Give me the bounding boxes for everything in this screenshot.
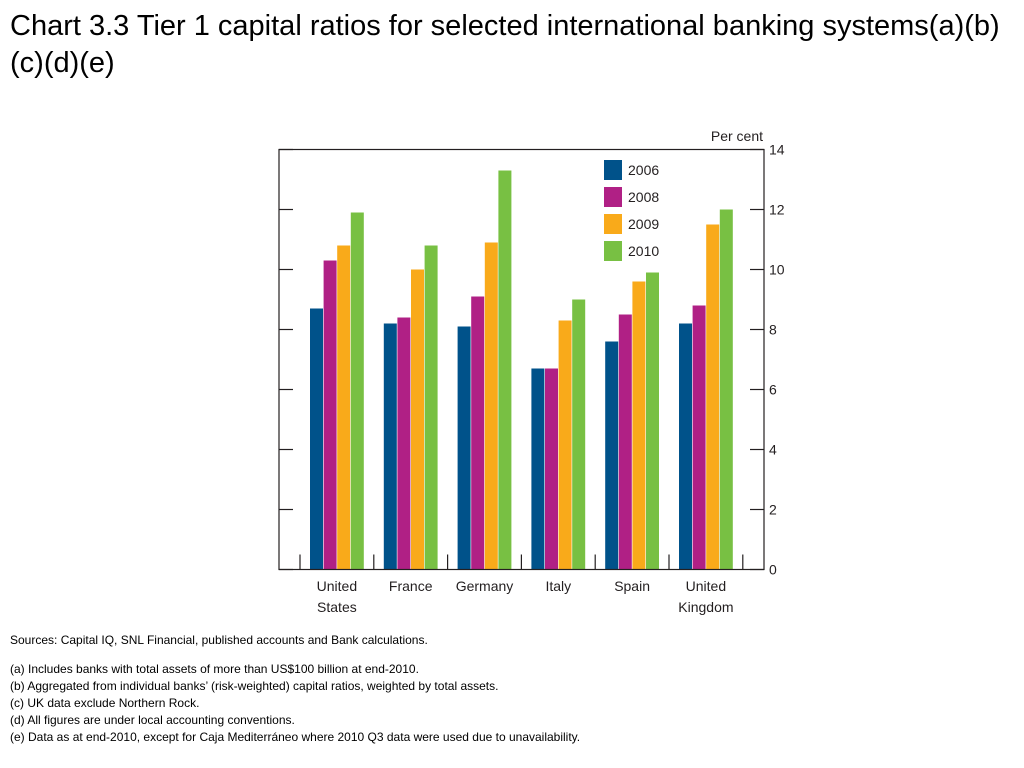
bar-2008-0 bbox=[323, 260, 337, 570]
y-tick-label-2: 2 bbox=[769, 502, 777, 518]
y-tick-label-8: 8 bbox=[769, 322, 777, 338]
bar-2006-4 bbox=[605, 341, 619, 570]
bars-group bbox=[310, 170, 733, 570]
footnote-b: (b) Aggregated from individual banks’ (r… bbox=[10, 679, 499, 693]
bar-2008-5 bbox=[692, 305, 706, 570]
bar-2010-3 bbox=[572, 299, 586, 570]
y-axis-label: Per cent bbox=[711, 128, 763, 144]
bar-2006-5 bbox=[679, 323, 692, 570]
x-tick-label-5-0: United bbox=[686, 578, 726, 594]
legend: 2006 2008 2009 2010 bbox=[604, 160, 659, 261]
y-tick-label-12: 12 bbox=[769, 202, 785, 218]
legend-label-2009: 2009 bbox=[628, 216, 659, 232]
y-tick-label-14: 14 bbox=[769, 142, 785, 158]
legend-swatch-2008 bbox=[604, 187, 622, 207]
x-tick-label-2-0: Germany bbox=[456, 578, 514, 594]
x-tick-label-0-0: United bbox=[317, 578, 357, 594]
bar-2008-4 bbox=[618, 314, 632, 570]
footnote-e: (e) Data as at end-2010, except for Caja… bbox=[10, 730, 581, 744]
bar-2006-3 bbox=[531, 368, 545, 570]
footnote-d: (d) All figures are under local accounti… bbox=[10, 713, 295, 727]
bar-2009-5 bbox=[706, 224, 720, 570]
legend-swatch-2010 bbox=[604, 241, 622, 261]
bar-2010-4 bbox=[646, 272, 659, 570]
chart-title: Chart 3.3 Tier 1 capital ratios for sele… bbox=[10, 10, 1000, 79]
bar-2010-1 bbox=[424, 245, 438, 570]
y-tick-label-0: 0 bbox=[769, 562, 777, 578]
bar-2010-2 bbox=[498, 170, 512, 570]
x-tick-label-1-0: France bbox=[389, 578, 433, 594]
bar-2008-2 bbox=[471, 296, 485, 570]
bar-2009-1 bbox=[411, 269, 424, 570]
bar-2008-1 bbox=[397, 317, 411, 570]
x-axis: United States France Germany Italy Spain Unite… bbox=[299, 554, 744, 615]
bar-2006-0 bbox=[310, 308, 323, 570]
sources-note: Sources: Capital IQ, SNL Financial, publ… bbox=[10, 633, 428, 647]
bar-2009-0 bbox=[337, 245, 351, 570]
footnote-c: (c) UK data exclude Northern Rock. bbox=[10, 696, 200, 710]
y-tick-label-10: 10 bbox=[769, 262, 785, 278]
legend-swatch-2006 bbox=[604, 160, 622, 180]
x-tick-label-3-0: Italy bbox=[545, 578, 571, 594]
x-tick-label-5-1: Kingdom bbox=[678, 599, 733, 615]
y-tick-label-4: 4 bbox=[769, 442, 777, 458]
x-tick-label-4-0: Spain bbox=[614, 578, 650, 594]
bar-2010-0 bbox=[350, 212, 364, 570]
footnotes: Sources: Capital IQ, SNL Financial, publ… bbox=[10, 632, 1010, 746]
bar-2009-4 bbox=[632, 281, 646, 570]
bar-2006-2 bbox=[457, 326, 471, 570]
legend-swatch-2009 bbox=[604, 214, 622, 234]
legend-label-2008: 2008 bbox=[628, 189, 659, 205]
bar-2009-2 bbox=[484, 242, 498, 570]
y-tick-label-6: 6 bbox=[769, 382, 777, 398]
bar-chart: 0 2 4 6 8 10 12 14 United States France Germany Ita… bbox=[278, 128, 785, 615]
x-tick-label-0-1: States bbox=[317, 599, 357, 615]
legend-label-2010: 2010 bbox=[628, 243, 659, 259]
y-axis: 0 2 4 6 8 10 12 14 bbox=[279, 142, 785, 578]
footnote-a: (a) Includes banks with total assets of … bbox=[10, 662, 419, 676]
bar-2006-1 bbox=[383, 323, 397, 570]
legend-label-2006: 2006 bbox=[628, 162, 659, 178]
bar-2008-3 bbox=[545, 368, 558, 570]
bar-2009-3 bbox=[558, 320, 572, 570]
bar-2010-5 bbox=[719, 209, 733, 570]
